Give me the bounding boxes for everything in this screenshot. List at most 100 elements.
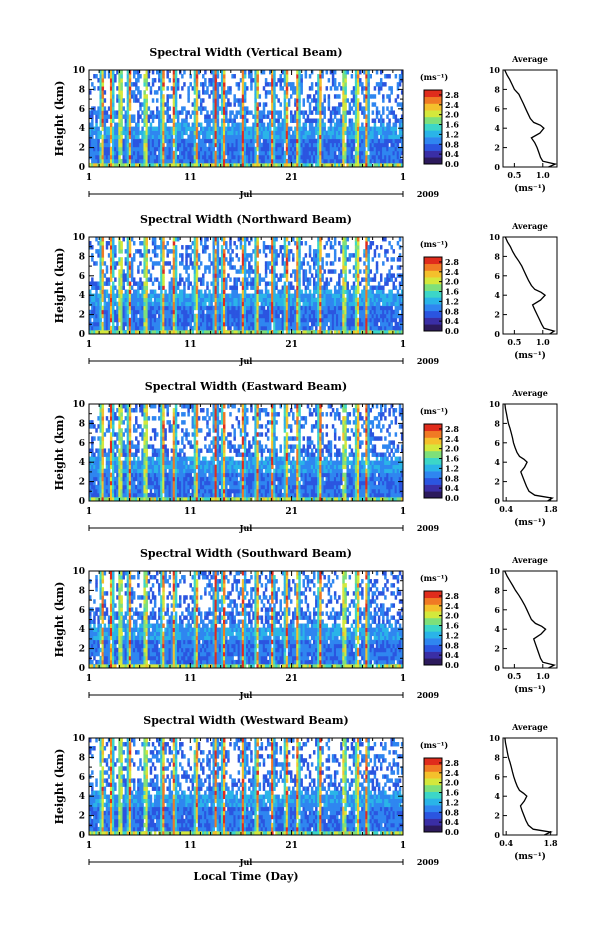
heatmap-cell xyxy=(120,82,123,87)
heatmap-cell xyxy=(285,321,289,327)
heatmap-cell xyxy=(91,281,94,286)
heatmap-cell xyxy=(122,329,125,335)
heatmap-cell xyxy=(273,313,276,319)
heatmap-cell xyxy=(356,134,360,140)
heatmap-cell xyxy=(327,146,331,152)
heatmap-cell xyxy=(400,118,404,123)
heatmap-cell xyxy=(210,70,213,75)
heatmap-cell xyxy=(319,118,322,123)
heatmap-cell xyxy=(321,158,324,164)
heatmap-cell xyxy=(254,78,257,83)
heatmap-cell xyxy=(229,154,232,160)
heatmap-cell xyxy=(176,126,180,132)
heatmap-cell xyxy=(239,317,243,323)
heatmap-cell xyxy=(97,142,100,148)
heatmap-cell xyxy=(206,162,209,168)
heatmap-cell xyxy=(233,142,236,148)
heatmap-cell xyxy=(264,126,268,132)
heatmap-cell xyxy=(243,293,247,299)
heatmap-cell xyxy=(248,301,251,307)
heatmap-cell xyxy=(214,309,218,315)
heatmap-cell xyxy=(141,281,144,286)
heatmap-cell xyxy=(114,317,117,323)
heatmap-cell xyxy=(118,138,121,144)
heatmap-cell xyxy=(158,74,161,79)
heatmap-cell xyxy=(183,122,186,127)
heatmap-cell xyxy=(216,281,220,286)
heatmap-cell xyxy=(141,154,144,160)
heatmap-cell xyxy=(283,98,287,103)
heatmap-cell xyxy=(269,261,272,266)
heatmap-cell xyxy=(271,241,274,246)
heatmap-cell xyxy=(235,150,239,156)
heatmap-cell xyxy=(155,325,159,331)
heatmap-cell xyxy=(168,130,172,136)
heatmap-cell xyxy=(287,146,291,152)
heatmap-cell xyxy=(243,313,247,319)
heatmap-cell xyxy=(241,285,245,290)
heatmap-cell xyxy=(241,122,245,127)
heatmap-cell xyxy=(327,134,331,140)
heatmap-cell xyxy=(132,134,136,140)
heatmap-cell xyxy=(235,134,239,140)
heatmap-cell xyxy=(195,289,199,294)
heatmap-cell xyxy=(168,158,172,164)
heatmap-cell xyxy=(344,82,347,87)
heatmap-cell xyxy=(256,106,259,111)
heatmap-cell xyxy=(346,162,349,168)
heatmap-cell xyxy=(327,130,331,136)
heatmap-cell xyxy=(189,321,192,327)
heatmap-cell xyxy=(352,98,356,103)
heatmap-cell xyxy=(319,86,322,91)
heatmap-cell xyxy=(120,321,123,327)
heatmap-cell xyxy=(116,305,119,311)
heatmap-cell xyxy=(172,138,176,144)
heatmap-cell xyxy=(233,126,236,132)
heatmap-cell xyxy=(248,146,251,152)
heatmap-cell xyxy=(202,146,205,152)
heatmap-cell xyxy=(243,261,247,266)
heatmap-cell xyxy=(300,265,303,270)
heatmap-cell xyxy=(279,249,282,254)
heatmap-cell xyxy=(367,130,370,136)
heatmap-cell xyxy=(233,102,236,107)
heatmap-cell xyxy=(243,98,247,103)
heatmap-cell xyxy=(155,297,159,303)
colorbar-tick-label: 1.2 xyxy=(445,129,459,139)
heatmap-cell xyxy=(338,122,341,127)
heatmap-cell xyxy=(231,249,234,254)
heatmap-cell xyxy=(185,329,188,335)
heatmap-cell xyxy=(147,126,151,132)
heatmap-cell xyxy=(199,313,203,319)
heatmap-cell xyxy=(241,78,245,83)
heatmap-cell xyxy=(89,110,92,115)
heatmap-cell xyxy=(379,122,383,127)
heatmap-cell xyxy=(93,130,96,136)
heatmap-cell xyxy=(356,285,360,290)
heatmap-cell xyxy=(187,126,190,132)
heatmap-cell xyxy=(91,313,94,319)
heatmap-cell xyxy=(275,146,278,152)
heatmap-cell xyxy=(168,305,172,311)
heatmap-cell xyxy=(246,110,249,115)
heatmap-cell xyxy=(147,329,151,335)
heatmap-cell xyxy=(202,305,205,311)
heatmap-cell xyxy=(266,325,270,331)
heatmap-cell xyxy=(193,114,197,119)
heatmap-cell xyxy=(325,134,329,140)
heatmap-cell xyxy=(367,110,370,115)
heatmap-cell xyxy=(227,162,230,168)
heatmap-cell xyxy=(143,269,146,274)
heatmap-cell xyxy=(197,146,201,152)
heatmap-cell xyxy=(281,138,285,144)
heatmap-cell xyxy=(231,329,234,335)
heatmap-cell xyxy=(151,146,155,152)
heatmap-cell xyxy=(193,273,197,278)
heatmap-cell xyxy=(225,130,228,136)
heatmap-cell xyxy=(294,146,297,152)
heatmap-cell xyxy=(95,130,98,136)
heatmap-cell xyxy=(137,78,140,83)
heatmap-cell xyxy=(252,150,255,156)
heatmap-cell xyxy=(135,309,138,315)
heatmap-cell xyxy=(216,301,220,307)
